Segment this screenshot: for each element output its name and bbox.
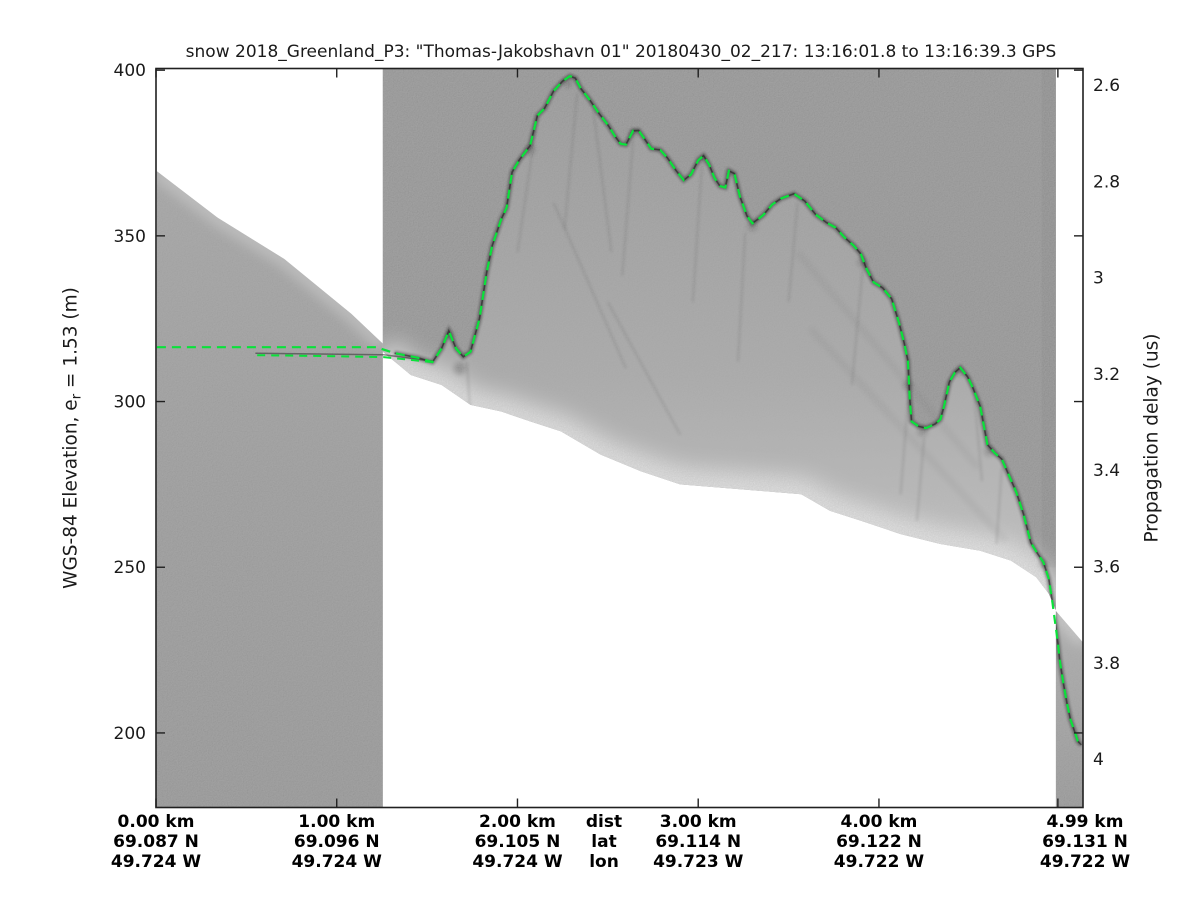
right-axis-tick-label: 3 <box>1093 269 1104 289</box>
right-axis-tick-label: 4 <box>1093 750 1104 770</box>
x-tick-label-km: 2.00 km <box>479 812 556 832</box>
x-tick-label-lon: 49.724 W <box>472 852 563 872</box>
right-axis-tick-label: 3.6 <box>1093 558 1120 578</box>
x-tick-label-lat: 69.122 N <box>836 832 922 852</box>
right-axis-tick-label: 3.8 <box>1093 654 1120 674</box>
axes-box <box>155 67 1084 809</box>
left-axis-tick-label: 350 <box>114 227 146 247</box>
left-axis-tick-label: 400 <box>114 61 146 81</box>
surface-pick-line <box>156 74 1083 746</box>
x-tick-label-lon: 49.724 W <box>292 852 383 872</box>
x-axis-row-name: dist <box>586 812 622 832</box>
x-tick-label-km: 4.00 km <box>841 812 918 832</box>
x-axis-row-name: lon <box>589 852 619 872</box>
left-axis-tick-label: 200 <box>114 724 146 744</box>
right-axis-tick-label: 3.2 <box>1093 365 1120 385</box>
x-tick-label-lat: 69.105 N <box>475 832 561 852</box>
left-axis-tick-label: 250 <box>114 558 146 578</box>
x-tick-label-km: 0.00 km <box>118 812 195 832</box>
x-tick-label-lat: 69.114 N <box>655 832 741 852</box>
right-axis-tick-label: 3.4 <box>1093 461 1120 481</box>
x-tick-label-lon: 49.722 W <box>834 852 925 872</box>
right-axis-tick-label: 2.8 <box>1093 172 1120 192</box>
x-tick-label-lat: 69.131 N <box>1042 832 1128 852</box>
x-tick-label-lat: 69.096 N <box>294 832 380 852</box>
x-tick-label-km: 3.00 km <box>660 812 737 832</box>
x-tick-label-lon: 49.724 W <box>111 852 202 872</box>
x-axis-row-name: lat <box>591 832 616 852</box>
surface-pick-line-secondary <box>257 354 433 364</box>
right-axis-tick-label: 2.6 <box>1093 76 1120 96</box>
x-tick-label-lon: 49.722 W <box>1040 852 1131 872</box>
x-tick-label-km: 1.00 km <box>298 812 375 832</box>
x-tick-label-lat: 69.087 N <box>113 832 199 852</box>
x-tick-label-km: 4.99 km <box>1047 812 1124 832</box>
x-tick-label-lon: 49.723 W <box>653 852 744 872</box>
left-axis-tick-label: 300 <box>114 393 146 413</box>
plot-title: snow 2018_Greenland_P3: "Thomas-Jakobsha… <box>185 42 1057 62</box>
